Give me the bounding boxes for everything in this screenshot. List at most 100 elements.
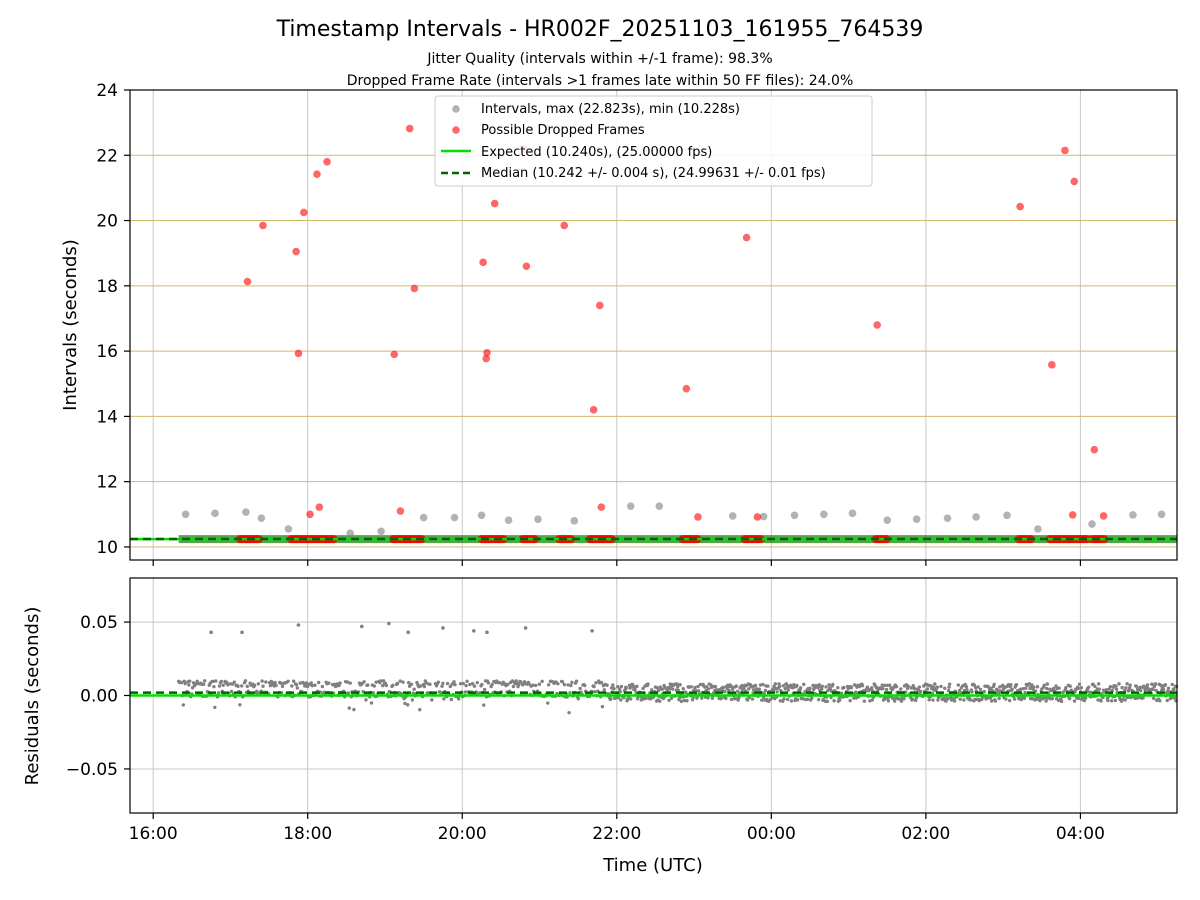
residual-point [236,684,240,688]
residual-point [784,682,789,686]
residual-point [546,701,550,705]
residual-point [1163,683,1168,687]
intervals-y-tick-label: 12 [96,473,118,493]
dropped-frame-point [315,503,324,511]
legend-box [434,95,873,187]
residual-point [619,684,624,689]
intervals-y-tick-label: 20 [96,212,118,232]
residual-point [917,685,922,689]
residual-point [592,684,596,689]
residual-point [570,680,574,685]
residual-point [352,707,356,712]
dropped-frame-point [1061,146,1069,155]
residual-point [214,679,218,683]
residual-point [880,683,884,687]
residual-point [978,687,983,692]
residual-point [931,698,935,702]
residual-point [883,683,887,688]
residual-point [457,697,461,701]
residual-point [886,696,890,701]
interval-point [943,514,952,523]
residual-point [848,698,852,703]
dropped-frame-point [482,354,491,363]
residual-point [837,698,842,702]
residual-outlier-point [296,623,301,627]
dropped-frame-point [243,277,252,286]
residual-point [968,698,973,702]
residual-point [217,684,222,688]
residual-point [885,683,889,688]
residual-point [566,683,570,687]
dropped-frame-point [1068,511,1077,519]
residual-point [965,688,969,692]
residual-point [679,699,684,704]
interval-point [1088,520,1096,528]
residual-point [409,682,414,687]
residual-point [929,684,933,688]
interval-point [1003,511,1011,520]
legend-intervals-label: Intervals, max (22.823s), min (10.228s) [481,102,740,117]
residual-point [452,680,456,684]
residual-point [1106,698,1110,703]
legend-dropped-marker [452,126,460,134]
residual-point [771,688,776,693]
residual-point [569,683,573,688]
intervals-y-tick-label: 14 [96,407,118,427]
residual-point [1077,682,1082,686]
residual-point [472,684,477,688]
residual-point [1045,682,1050,686]
residual-point [1108,685,1113,689]
dropped-frame-point [1070,177,1079,186]
residual-point [946,697,950,701]
residual-point [827,683,831,687]
residual-point [925,687,930,691]
residual-point [752,688,756,692]
residual-point [798,686,803,690]
residual-point [852,696,856,700]
chart-subtitle-dropped: Dropped Frame Rate (intervals >1 frames … [347,73,854,89]
residual-point [732,697,737,701]
residual-reference-lines [130,691,1177,697]
dropped-frame-point [292,247,300,256]
residual-point [506,682,510,687]
x-tick-label: 02:00 [901,824,950,844]
residual-point [786,688,791,692]
residual-point [445,681,450,686]
residuals-x-ticks: 16:00 18:00 20:00 22:00 00:00 02:00 04:00 [129,813,1105,844]
residual-point [860,684,865,688]
x-tick-label: 20:00 [438,824,487,844]
residual-point [731,687,735,692]
residual-point [678,683,682,687]
dropped-frame-point [390,350,399,359]
residual-point [593,690,597,694]
residual-point [374,680,378,684]
residual-point [795,683,799,688]
residual-point [1138,685,1142,690]
dropped-frame-point [589,406,598,414]
residual-point [438,690,442,694]
residual-point [805,697,810,701]
residual-point [943,686,947,690]
legend-expected-label: Expected (10.240s), (25.00000 fps) [481,145,712,160]
dropped-frame-point [396,507,405,515]
residual-point [681,687,685,691]
residual-point [933,682,937,686]
residual-point [195,679,199,684]
residual-point [478,690,482,695]
residual-point [693,685,697,690]
residual-point [240,684,244,688]
residual-point [461,681,466,686]
residual-point [825,699,829,704]
residual-point [1035,685,1040,689]
residual-point [1165,698,1169,703]
residual-point [918,689,923,694]
residual-point [268,683,273,688]
dropped-frame-point [522,262,531,271]
residual-point [305,684,310,689]
intervals-y-tick-label: 18 [96,277,118,297]
residual-point [449,697,453,702]
residual-point [1022,696,1027,700]
residual-point [411,691,415,695]
x-tick-label: 16:00 [129,824,178,844]
residual-point [600,704,605,709]
